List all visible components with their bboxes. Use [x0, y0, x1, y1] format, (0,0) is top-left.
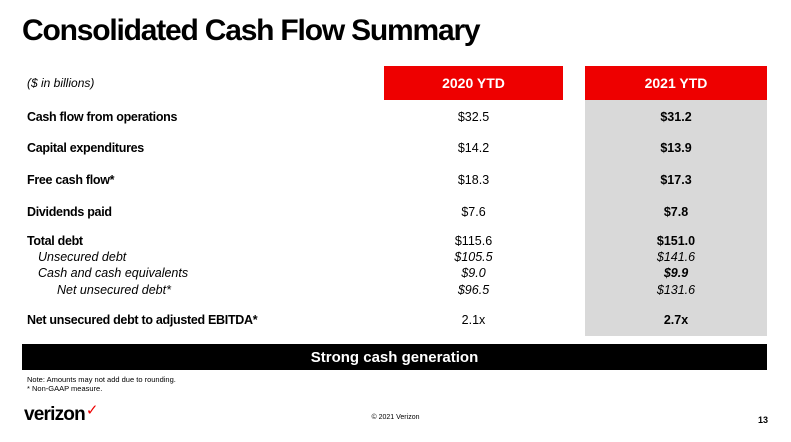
- table-row: Capital expenditures $14.2 $13.9: [0, 141, 791, 157]
- column-2021-highlight: [585, 100, 767, 336]
- footnotes: Note: Amounts may not add due to roundin…: [27, 375, 176, 393]
- column-header-2020: 2020 YTD: [384, 66, 563, 100]
- value-2020: 2.1x: [461, 313, 486, 327]
- value-2021: $131.6: [656, 283, 696, 297]
- table-row: Net unsecured debt* $96.5 $131.6: [0, 283, 791, 299]
- row-label: Net unsecured debt*: [57, 283, 171, 297]
- copyright: © 2021 Verizon: [371, 414, 420, 421]
- value-2021: 2.7x: [663, 313, 689, 327]
- row-label: Cash flow from operations: [27, 110, 178, 124]
- value-2020: $9.0: [461, 266, 486, 280]
- footnote-rounding: Note: Amounts may not add due to roundin…: [27, 375, 176, 384]
- table-row: Unsecured debt $105.5 $141.6: [0, 250, 791, 266]
- table-row: Cash flow from operations $32.5 $31.2: [0, 110, 791, 126]
- row-label: Capital expenditures: [27, 141, 144, 155]
- value-2021: $7.8: [663, 205, 689, 219]
- table-row: Dividends paid $7.6 $7.8: [0, 205, 791, 221]
- row-label: Free cash flow*: [27, 173, 115, 187]
- checkmark-icon: ✓: [85, 402, 99, 419]
- value-2020: $14.2: [457, 141, 490, 155]
- row-label: Dividends paid: [27, 205, 112, 219]
- value-2021: $141.6: [656, 250, 696, 264]
- table-row: Free cash flow* $18.3 $17.3: [0, 173, 791, 189]
- value-2021: $31.2: [660, 110, 692, 124]
- value-2020: $18.3: [457, 173, 490, 187]
- value-2020: $7.6: [461, 205, 486, 219]
- value-2020: $32.5: [457, 110, 490, 124]
- logo-wordmark: verizon: [24, 404, 86, 425]
- page-number: 13: [758, 415, 769, 425]
- row-label: Unsecured debt: [38, 250, 127, 264]
- footnote-non-gaap: * Non-GAAP measure.: [27, 384, 103, 393]
- table-row: Net unsecured debt to adjusted EBITDA* 2…: [0, 313, 791, 329]
- value-2020: $96.5: [457, 283, 490, 297]
- value-2020: $105.5: [454, 250, 493, 264]
- verizon-logo: verizon ✓: [24, 402, 99, 426]
- value-2021: $17.3: [660, 173, 692, 187]
- value-2020: $115.6: [454, 234, 493, 248]
- units-label: ($ in billions): [27, 76, 95, 90]
- row-label: Net unsecured debt to adjusted EBITDA*: [27, 313, 258, 327]
- value-2021: $151.0: [656, 234, 696, 248]
- row-label: Total debt: [27, 234, 83, 248]
- summary-banner: Strong cash generation: [22, 344, 767, 370]
- row-label: Cash and cash equivalents: [38, 266, 189, 280]
- value-2021: $9.9: [663, 266, 689, 280]
- slide-title: Consolidated Cash Flow Summary: [22, 14, 481, 47]
- table-row: Cash and cash equivalents $9.0 $9.9: [0, 266, 791, 282]
- table-row: Total debt $115.6 $151.0: [0, 234, 791, 250]
- column-header-2021: 2021 YTD: [585, 66, 767, 100]
- value-2021: $13.9: [660, 141, 692, 155]
